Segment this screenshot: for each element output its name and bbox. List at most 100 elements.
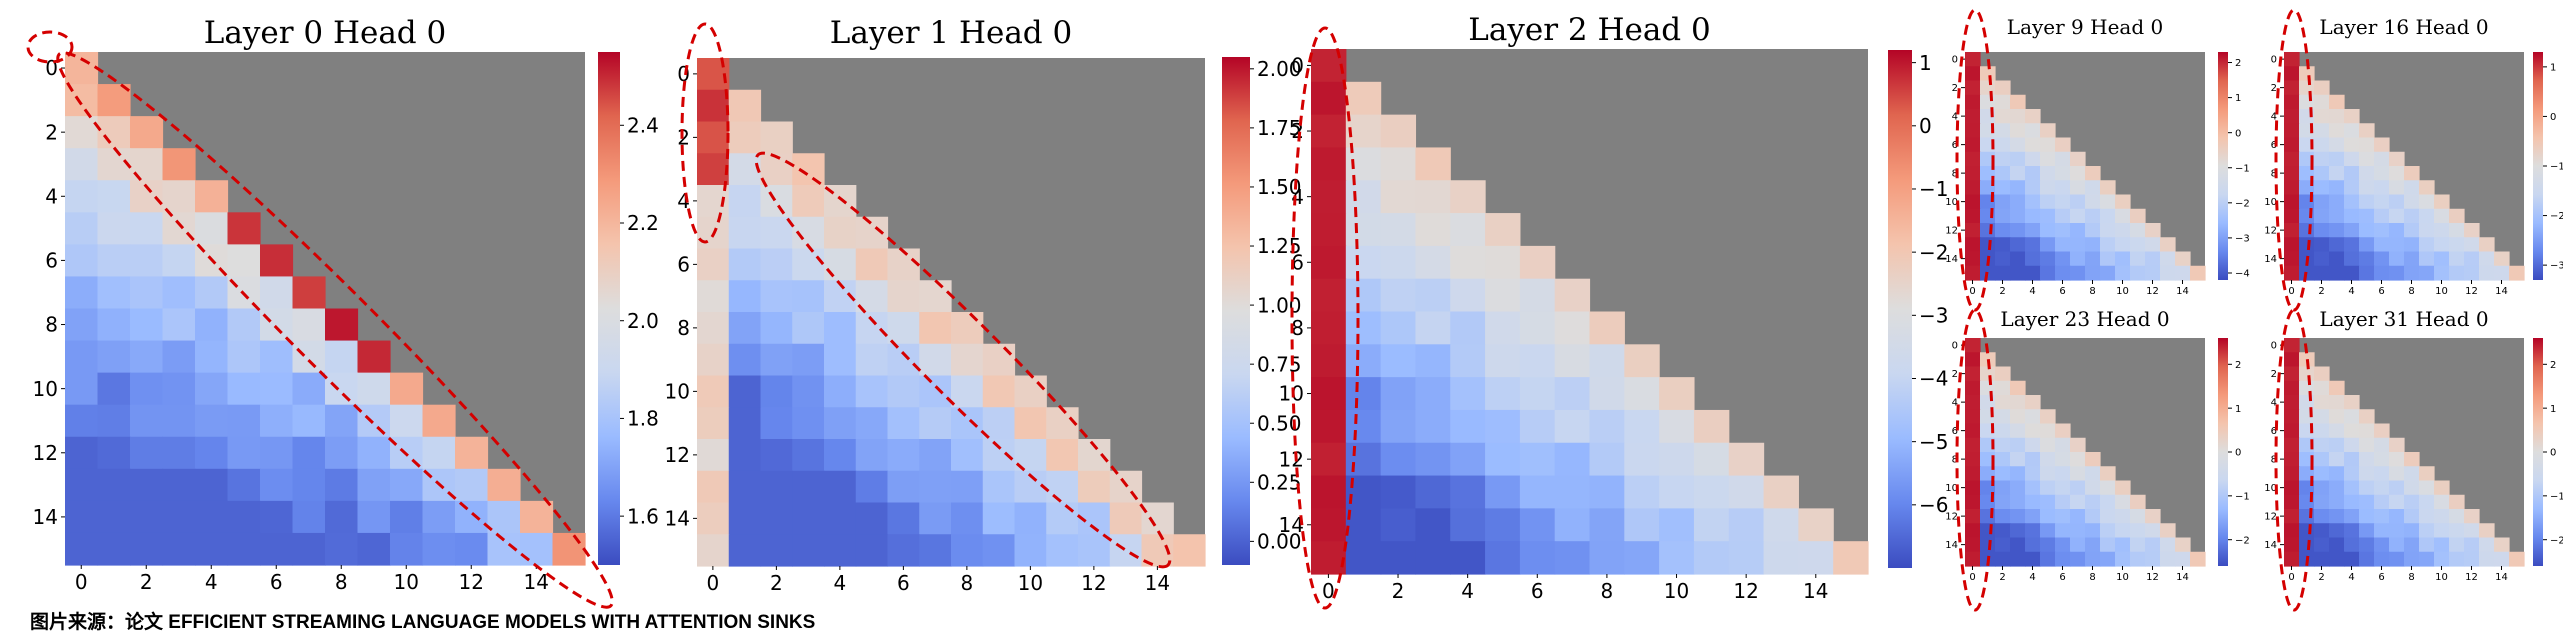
colorbar-tick-label: 1 [2235, 404, 2241, 415]
x-tick-label: 12 [2146, 286, 2159, 297]
heatmap-title: Layer 0 Head 0 [204, 15, 446, 51]
heatmap-cell [2055, 151, 2071, 167]
x-tick-label: 4 [2029, 286, 2035, 297]
heatmap-cell [65, 116, 99, 149]
heatmap-cell [1345, 245, 1382, 280]
heatmap-cell [2070, 480, 2086, 496]
y-tick-label: 10 [665, 380, 690, 404]
heatmap-cell [1554, 344, 1591, 378]
heatmap-cell [2329, 94, 2345, 110]
heatmap-cell [1415, 147, 1451, 181]
heatmap-cell [1693, 475, 1730, 509]
heatmap-cell [1380, 311, 1417, 345]
heatmap-cell [2010, 251, 2026, 267]
heatmap-cell [1995, 109, 2011, 124]
heatmap-cell [1450, 344, 1486, 378]
heatmap-cell [2115, 480, 2131, 496]
heatmap-cell [2100, 265, 2116, 281]
heatmap-cell [2025, 109, 2041, 124]
heatmap-cell [1345, 541, 1382, 575]
heatmap-cell [2070, 537, 2086, 553]
colorbar-tick-label: −1 [2235, 163, 2250, 174]
y-tick-label: 8 [2271, 455, 2277, 466]
heatmap-cell [1485, 213, 1521, 247]
heatmap-cell [2010, 123, 2026, 139]
heatmap-cell [1965, 551, 1981, 567]
heatmap-cell [792, 470, 825, 504]
heatmap-panel-2: Layer 2 Head 00 2 4 6 8 10 12 1402468101214−6−5… [1279, 12, 1949, 603]
heatmap-cell [1109, 502, 1143, 535]
x-tick-label: 10 [2435, 572, 2448, 583]
heatmap-cell [162, 340, 196, 374]
x-tick-label: 12 [2465, 286, 2478, 297]
x-tick-label: 8 [1601, 579, 1614, 603]
heatmap-cell [824, 470, 857, 504]
heatmap-cell [2329, 265, 2345, 281]
heatmap-cell [2374, 537, 2390, 553]
heatmap-cell [2374, 194, 2390, 210]
x-tick-label: 2 [1999, 572, 2005, 583]
heatmap-cell [195, 436, 229, 470]
heatmap-cell [1311, 508, 1347, 542]
heatmap-cell [2344, 409, 2360, 425]
heatmap-cell [2284, 123, 2300, 139]
heatmap-cell [919, 470, 952, 504]
heatmap-cell [1046, 534, 1079, 567]
heatmap-cell [1965, 265, 1981, 281]
heatmap-cell [2314, 395, 2330, 410]
heatmap-cell [919, 534, 952, 567]
heatmap-cell [2314, 166, 2330, 181]
heatmap-cell [2344, 180, 2360, 196]
y-tick-label: 12 [33, 441, 58, 465]
x-tick-label: 12 [459, 570, 484, 594]
x-tick-label: 4 [834, 571, 847, 595]
heatmap-cell [195, 340, 229, 374]
colorbar-tick-label: −1 [1919, 177, 1948, 201]
x-tick-label: 6 [270, 570, 283, 594]
y-tick-label: 14 [33, 505, 58, 529]
heatmap-cell [97, 148, 131, 181]
heatmap-cell [357, 372, 391, 406]
heatmap-cell [2329, 109, 2345, 124]
heatmap-cell [1965, 537, 1981, 553]
y-tick-label: 0 [1291, 54, 1304, 78]
heatmap-cell [2344, 123, 2360, 139]
heatmap-cell [1380, 442, 1417, 477]
heatmap-cell [2070, 251, 2086, 267]
heatmap-cell [292, 276, 326, 310]
heatmap-cell [2190, 551, 2206, 567]
heatmap-cell [855, 375, 889, 408]
heatmap-cell [824, 534, 857, 567]
heatmap-cell [65, 276, 99, 310]
heatmap-cell [697, 121, 730, 154]
heatmap-cell [1995, 395, 2011, 410]
heatmap-cell [2040, 452, 2056, 467]
heatmap-cell [2419, 208, 2435, 224]
y-tick-label: 14 [1945, 540, 1958, 551]
heatmap-cell [1995, 80, 2011, 96]
heatmap-cell [2025, 466, 2041, 482]
heatmap-cell [2145, 523, 2161, 539]
heatmap-cell [2464, 537, 2480, 553]
heatmap-cell [2025, 409, 2041, 425]
heatmap-cell [1519, 442, 1556, 477]
heatmap-cell [1519, 508, 1556, 542]
colorbar-tick-label: −3 [2235, 234, 2250, 245]
heatmap-cell [2359, 551, 2375, 567]
heatmap-cell [2389, 223, 2405, 238]
heatmap-cell [1311, 344, 1347, 378]
heatmap-cell [2284, 366, 2300, 382]
heatmap-cell [2284, 137, 2300, 153]
heatmap-cell [2389, 537, 2405, 553]
heatmap-cell [1965, 223, 1981, 238]
heatmap-cell [2344, 523, 2360, 539]
heatmap-cell [2509, 551, 2525, 567]
heatmap-cell [195, 372, 229, 406]
heatmap-cell [1589, 442, 1625, 477]
colorbar [2533, 338, 2543, 566]
heatmap-cell [1693, 508, 1730, 542]
heatmap-cell [2389, 208, 2405, 224]
heatmap-cell [2025, 123, 2041, 139]
heatmap-cell [855, 312, 889, 345]
heatmap-cell [390, 500, 424, 534]
